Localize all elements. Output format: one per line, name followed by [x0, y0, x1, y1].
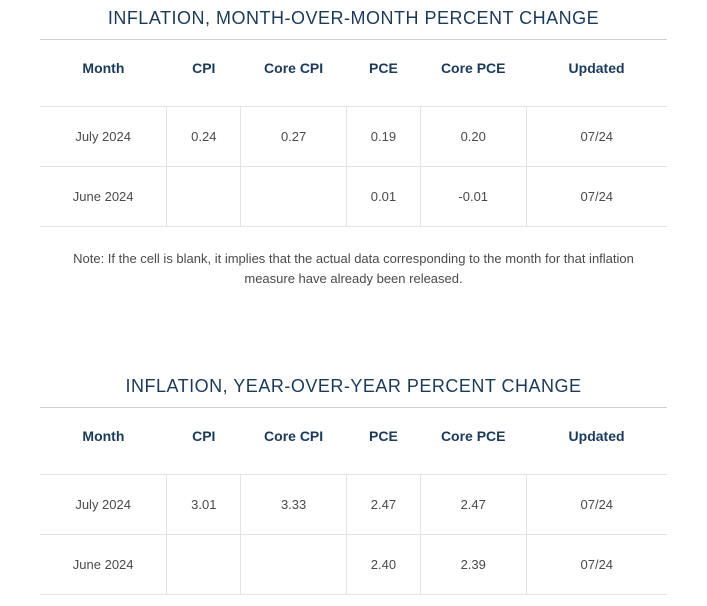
table-row: June 2024 2.40 2.39 07/24 — [40, 535, 667, 595]
col-cpi: CPI — [167, 40, 241, 107]
cell-cpi — [167, 167, 241, 227]
cell-cpi: 0.24 — [167, 107, 241, 167]
col-core-cpi: Core CPI — [241, 408, 347, 475]
cell-month: June 2024 — [40, 535, 167, 595]
table-row: July 2024 3.01 3.33 2.47 2.47 07/24 — [40, 475, 667, 535]
col-core-cpi: Core CPI — [241, 40, 347, 107]
page-container: INFLATION, MONTH-OVER-MONTH PERCENT CHAN… — [0, 8, 707, 595]
cell-updated: 07/24 — [526, 107, 667, 167]
cell-core-pce: -0.01 — [420, 167, 526, 227]
section-spacer — [40, 288, 667, 368]
mom-title: INFLATION, MONTH-OVER-MONTH PERCENT CHAN… — [40, 8, 667, 29]
cell-month: July 2024 — [40, 107, 167, 167]
cell-core-cpi: 3.33 — [241, 475, 347, 535]
cell-cpi: 3.01 — [167, 475, 241, 535]
mom-table: Month CPI Core CPI PCE Core PCE Updated … — [40, 39, 667, 227]
cell-core-pce: 0.20 — [420, 107, 526, 167]
yoy-table: Month CPI Core CPI PCE Core PCE Updated … — [40, 407, 667, 595]
cell-core-cpi — [241, 535, 347, 595]
col-pce: PCE — [346, 40, 420, 107]
cell-updated: 07/24 — [526, 475, 667, 535]
col-core-pce: Core PCE — [420, 40, 526, 107]
col-updated: Updated — [526, 40, 667, 107]
cell-core-cpi: 0.27 — [241, 107, 347, 167]
col-pce: PCE — [346, 408, 420, 475]
col-updated: Updated — [526, 408, 667, 475]
cell-month: June 2024 — [40, 167, 167, 227]
cell-pce: 0.19 — [346, 107, 420, 167]
cell-core-cpi — [241, 167, 347, 227]
cell-pce: 2.47 — [346, 475, 420, 535]
cell-month: July 2024 — [40, 475, 167, 535]
yoy-header-row: Month CPI Core CPI PCE Core PCE Updated — [40, 408, 667, 475]
mom-header-row: Month CPI Core CPI PCE Core PCE Updated — [40, 40, 667, 107]
col-cpi: CPI — [167, 408, 241, 475]
cell-pce: 2.40 — [346, 535, 420, 595]
cell-core-pce: 2.47 — [420, 475, 526, 535]
cell-updated: 07/24 — [526, 535, 667, 595]
table-row: July 2024 0.24 0.27 0.19 0.20 07/24 — [40, 107, 667, 167]
cell-updated: 07/24 — [526, 167, 667, 227]
cell-core-pce: 2.39 — [420, 535, 526, 595]
cell-pce: 0.01 — [346, 167, 420, 227]
col-month: Month — [40, 40, 167, 107]
col-core-pce: Core PCE — [420, 408, 526, 475]
cell-cpi — [167, 535, 241, 595]
yoy-title: INFLATION, YEAR-OVER-YEAR PERCENT CHANGE — [40, 376, 667, 397]
col-month: Month — [40, 408, 167, 475]
table-row: June 2024 0.01 -0.01 07/24 — [40, 167, 667, 227]
mom-note: Note: If the cell is blank, it implies t… — [50, 249, 657, 288]
